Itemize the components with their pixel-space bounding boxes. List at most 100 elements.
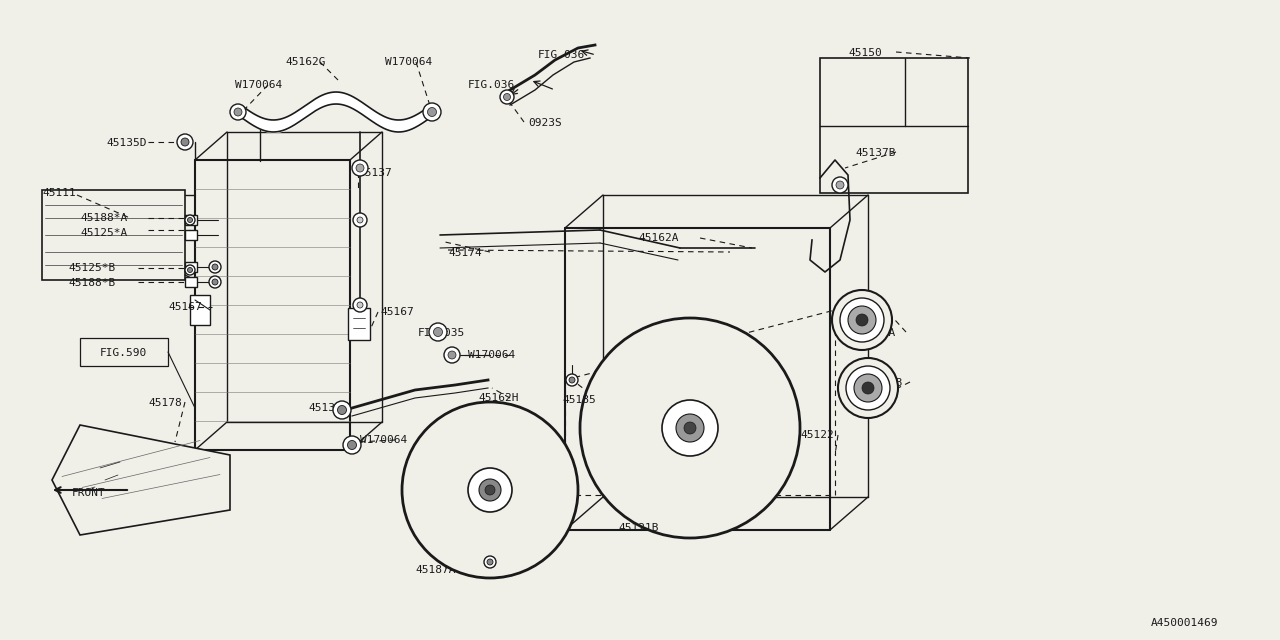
Bar <box>42 190 186 280</box>
Circle shape <box>849 306 876 334</box>
Text: W170064: W170064 <box>360 435 407 445</box>
Circle shape <box>212 264 218 270</box>
Text: 45135B: 45135B <box>308 403 348 413</box>
Circle shape <box>428 108 436 116</box>
Circle shape <box>832 177 849 193</box>
Circle shape <box>570 377 575 383</box>
Circle shape <box>486 559 493 565</box>
Text: 45167: 45167 <box>168 302 202 312</box>
Circle shape <box>861 382 874 394</box>
Bar <box>186 262 197 272</box>
Circle shape <box>500 90 515 104</box>
Text: A450001469: A450001469 <box>1151 618 1219 628</box>
Bar <box>189 295 210 325</box>
Text: FIG.590: FIG.590 <box>100 348 147 358</box>
Circle shape <box>676 414 704 442</box>
Circle shape <box>684 422 696 434</box>
Circle shape <box>357 302 364 308</box>
Circle shape <box>353 213 367 227</box>
Polygon shape <box>705 444 724 525</box>
Polygon shape <box>598 381 662 434</box>
Circle shape <box>846 366 890 410</box>
Bar <box>348 308 370 340</box>
Text: FRONT: FRONT <box>72 488 106 498</box>
Text: FIG.035: FIG.035 <box>419 328 465 338</box>
Polygon shape <box>52 425 230 535</box>
Text: 45125*B: 45125*B <box>68 263 115 273</box>
Text: 45121A: 45121A <box>419 460 458 470</box>
Text: 45188*B: 45188*B <box>68 278 115 288</box>
Polygon shape <box>415 452 468 495</box>
Bar <box>186 215 197 225</box>
Circle shape <box>177 134 193 150</box>
Circle shape <box>434 328 443 337</box>
Circle shape <box>485 485 495 495</box>
Polygon shape <box>655 330 675 412</box>
Polygon shape <box>684 336 736 400</box>
Text: 45131*B: 45131*B <box>855 378 902 388</box>
Bar <box>79 338 168 366</box>
Text: FIG.036: FIG.036 <box>468 80 516 90</box>
Circle shape <box>343 436 361 454</box>
Text: 0923S: 0923S <box>529 118 562 128</box>
Text: 45188*A: 45188*A <box>79 213 127 223</box>
Bar <box>186 230 197 240</box>
Text: 45167: 45167 <box>380 307 413 317</box>
Polygon shape <box>705 393 787 412</box>
Circle shape <box>180 138 189 146</box>
Circle shape <box>662 400 718 456</box>
Circle shape <box>484 556 497 568</box>
Circle shape <box>444 347 460 363</box>
Polygon shape <box>461 410 477 478</box>
Circle shape <box>422 103 442 121</box>
Polygon shape <box>718 422 782 474</box>
Circle shape <box>186 215 195 225</box>
Circle shape <box>353 298 367 312</box>
Circle shape <box>234 108 242 116</box>
Circle shape <box>479 479 500 501</box>
Circle shape <box>187 268 192 273</box>
Circle shape <box>580 318 800 538</box>
Circle shape <box>357 217 364 223</box>
Circle shape <box>836 181 844 189</box>
Circle shape <box>356 164 364 172</box>
Circle shape <box>840 298 884 342</box>
Polygon shape <box>485 415 529 468</box>
Circle shape <box>838 358 899 418</box>
Text: 45162G: 45162G <box>285 57 325 67</box>
Circle shape <box>402 402 579 578</box>
Text: W170064: W170064 <box>468 350 516 360</box>
Circle shape <box>347 440 357 449</box>
Circle shape <box>832 290 892 350</box>
Polygon shape <box>410 502 477 519</box>
Polygon shape <box>502 502 518 570</box>
Text: 45162A: 45162A <box>637 233 678 243</box>
Text: 45174: 45174 <box>448 248 481 258</box>
Circle shape <box>566 374 579 386</box>
Text: W170064: W170064 <box>385 57 433 67</box>
Text: 45121B: 45121B <box>618 523 658 533</box>
Text: FIG.036: FIG.036 <box>538 50 585 60</box>
Circle shape <box>209 261 221 273</box>
Text: W170064: W170064 <box>236 80 283 90</box>
Text: 45131*A: 45131*A <box>849 328 895 338</box>
Circle shape <box>352 160 369 176</box>
Bar <box>186 277 197 287</box>
Text: 45111: 45111 <box>42 188 76 198</box>
Text: 45137B: 45137B <box>855 148 896 158</box>
Circle shape <box>503 93 511 100</box>
Circle shape <box>338 406 347 415</box>
Circle shape <box>230 104 246 120</box>
Circle shape <box>212 279 218 285</box>
Circle shape <box>448 351 456 359</box>
Polygon shape <box>512 485 564 528</box>
Circle shape <box>856 314 868 326</box>
Text: 45162H: 45162H <box>477 393 518 403</box>
Polygon shape <box>502 461 570 478</box>
Text: 45150: 45150 <box>849 48 882 58</box>
Polygon shape <box>593 444 675 463</box>
Text: 45178: 45178 <box>148 398 182 408</box>
Circle shape <box>854 374 882 402</box>
Text: 45122: 45122 <box>800 430 833 440</box>
Text: 45187A: 45187A <box>415 565 456 575</box>
